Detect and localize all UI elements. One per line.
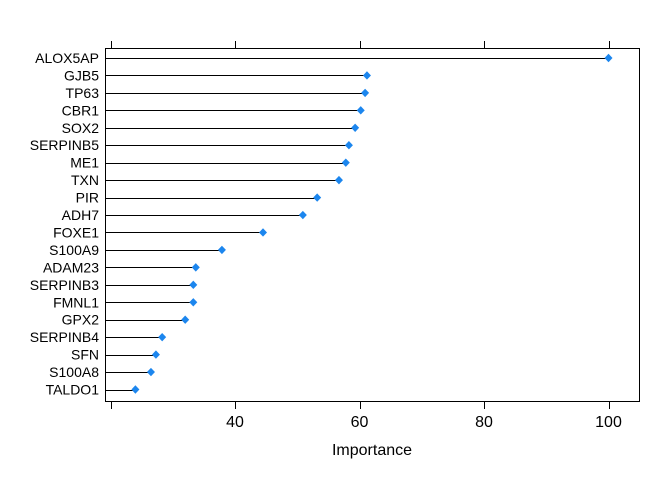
data-point (181, 315, 190, 324)
category-label: TALDO1 (46, 382, 100, 398)
category-label: SOX2 (62, 120, 100, 136)
category-label: TP63 (66, 85, 100, 101)
data-point (259, 228, 268, 237)
data-point (158, 332, 167, 342)
data-point (298, 210, 307, 220)
x-axis-title: Importance (332, 442, 412, 459)
category-label: S100A9 (49, 242, 99, 258)
data-point (362, 71, 371, 80)
data-point (189, 298, 198, 307)
data-point (217, 245, 226, 255)
category-label: CBR1 (62, 102, 100, 118)
data-point (189, 280, 198, 290)
data-point (334, 175, 343, 185)
data-point (191, 263, 200, 272)
category-label: ADAM23 (43, 259, 99, 275)
category-label: S100A8 (49, 364, 99, 380)
data-point (131, 385, 140, 394)
data-point (313, 193, 322, 202)
x-axis-tick-label: 40 (226, 414, 244, 431)
category-label: PIR (76, 190, 99, 206)
category-label: GPX2 (62, 312, 100, 328)
data-point (341, 158, 350, 167)
category-label: ALOX5AP (35, 50, 99, 66)
category-label: ME1 (70, 155, 99, 171)
category-label: SERPINB4 (30, 329, 99, 345)
category-label: FOXE1 (53, 224, 99, 240)
x-axis-tick-label: 100 (595, 414, 622, 431)
data-point (361, 88, 370, 98)
category-label: SERPINB3 (30, 277, 99, 293)
category-label: FMNL1 (53, 294, 99, 310)
category-label: SERPINB5 (30, 137, 99, 153)
category-label: ADH7 (62, 207, 100, 223)
data-point (356, 106, 365, 115)
data-point (151, 350, 160, 359)
data-point (604, 53, 613, 63)
data-point (344, 141, 353, 150)
category-label: GJB5 (64, 67, 99, 83)
data-point (146, 367, 155, 377)
category-label: SFN (71, 347, 99, 363)
plot-box (105, 48, 640, 402)
x-axis-tick-label: 60 (351, 414, 369, 431)
data-point (351, 123, 360, 132)
x-axis-tick-label: 80 (475, 414, 493, 431)
category-label: TXN (71, 172, 99, 188)
